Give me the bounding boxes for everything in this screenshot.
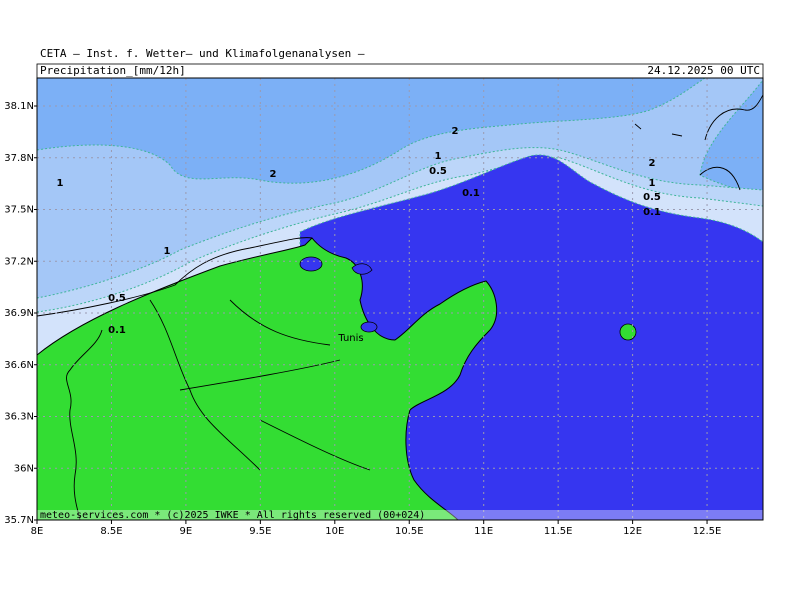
contour-label: 0.1	[462, 188, 480, 199]
lon-label: 11E	[474, 526, 493, 537]
lon-label: 12E	[623, 526, 642, 537]
map-area: meteo-services.com * (c)2025 IWKE * All …	[37, 78, 763, 521]
land	[37, 237, 498, 520]
islet	[634, 123, 683, 137]
footer-bar	[37, 510, 763, 520]
lat-label: 38.1N	[4, 101, 34, 112]
lon-label: 9.5E	[249, 526, 271, 537]
contour-label: 2	[270, 169, 277, 180]
lake	[360, 321, 378, 333]
lat-label: 37.5N	[4, 205, 34, 216]
lake	[299, 256, 323, 272]
lon-label: 8E	[31, 526, 44, 537]
footer: meteo-services.com * (c)2025 IWKE * All …	[40, 510, 425, 521]
coastline	[37, 237, 313, 317]
contour-label: 2	[649, 158, 656, 169]
lon-label: 8.5E	[100, 526, 122, 537]
place-label: Tunis	[337, 333, 363, 344]
lat-label: 37.8N	[4, 153, 34, 164]
contour-label: 0.5	[429, 166, 447, 177]
island	[619, 323, 637, 341]
lat-label: 35.7N	[4, 515, 34, 526]
country-border	[66, 329, 103, 520]
contour-label: 0.1	[108, 325, 126, 336]
datetime: 24.12.2025 00 UTC	[647, 64, 760, 77]
contour-label: 1	[435, 151, 442, 162]
lat-label: 36.3N	[4, 412, 34, 423]
lat-label: 36N	[14, 463, 34, 474]
lon-label: 9E	[180, 526, 193, 537]
region-border	[149, 299, 371, 471]
lat-label: 36.6N	[4, 360, 34, 371]
contour-label: 1	[649, 178, 656, 189]
contour-label: 1	[164, 246, 171, 257]
island-coast	[699, 94, 763, 191]
lagoon	[351, 263, 373, 275]
lon-label: 10.5E	[395, 526, 424, 537]
map-title: Precipitation_[mm/12h]	[40, 64, 186, 77]
credit: CETA – Inst. f. Wetter– und Klimafolgena…	[40, 47, 365, 60]
lat-label: 36.9N	[4, 308, 34, 319]
contour-label: 0.5	[108, 293, 126, 304]
contour-label: 0.1	[643, 207, 661, 218]
contour-label: 0.5	[643, 192, 661, 203]
lat-label: 37.2N	[4, 256, 34, 267]
lon-label: 12.5E	[693, 526, 722, 537]
contour-label: 1	[57, 178, 64, 189]
lon-label: 10E	[325, 526, 344, 537]
contour-label: 2	[452, 126, 459, 137]
map-frame	[36, 77, 764, 521]
sea-under-01	[299, 154, 763, 520]
lon-label: 11.5E	[544, 526, 573, 537]
